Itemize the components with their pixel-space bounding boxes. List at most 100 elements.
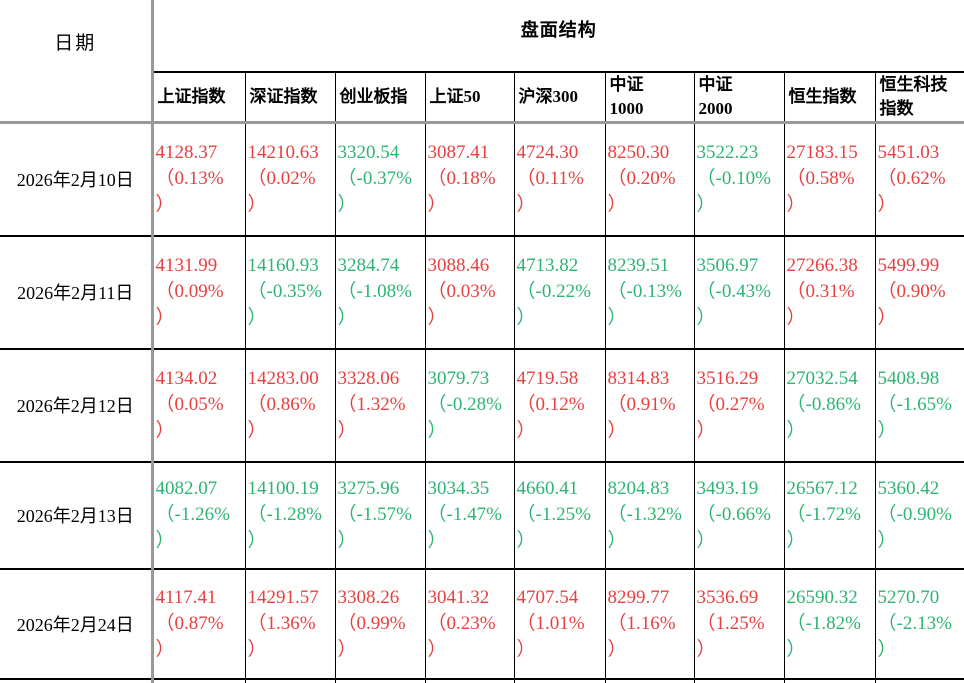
partial-cell: [604, 678, 695, 683]
index-cell: 4660.41 （-1.25% ）: [513, 461, 606, 570]
index-change-pct: （-0.22%: [516, 281, 591, 302]
index-change-pct: （1.32%: [337, 394, 406, 415]
index-change-pct: （0.58%: [786, 168, 855, 190]
column-header-sse50: 上证50: [424, 71, 515, 124]
index-change-pct: （-1.26%: [155, 504, 230, 525]
closing-paren: ）: [786, 638, 806, 660]
closing-paren: ）: [877, 420, 897, 441]
index-value: 26567.12: [786, 478, 858, 499]
index-value: 8239.51: [607, 255, 670, 276]
closing-paren: ）: [155, 638, 175, 660]
index-value: 8299.77: [607, 586, 670, 608]
index-change-pct: （0.99%: [337, 612, 406, 634]
index-cell: 4719.58 （0.12% ）: [513, 348, 606, 463]
index-change-pct: （-0.10%: [696, 168, 771, 190]
closing-paren: ）: [427, 638, 447, 660]
index-value: 3516.29: [696, 368, 759, 389]
index-change-pct: （0.03%: [427, 281, 496, 302]
index-value: 27266.38: [786, 255, 858, 276]
index-cell: 4082.07 （-1.26% ）: [151, 461, 246, 570]
index-value: 3308.26: [337, 586, 400, 608]
index-value: 8250.30: [607, 142, 670, 164]
closing-paren: ）: [337, 638, 357, 660]
index-cell: 3320.54 （-0.37% ）: [334, 122, 426, 237]
partial-cell: [513, 678, 606, 683]
index-value: 4134.02: [155, 368, 218, 389]
closing-paren: ）: [247, 638, 267, 660]
index-change-pct: （-1.28%: [247, 504, 322, 525]
closing-paren: ）: [155, 307, 175, 328]
closing-paren: ）: [427, 194, 447, 216]
index-cell: 3079.73 （-0.28% ）: [424, 348, 515, 463]
index-change-pct: （0.20%: [607, 168, 676, 190]
index-value: 3320.54: [337, 142, 400, 164]
index-cell: 8204.83 （-1.32% ）: [604, 461, 695, 570]
table-body: 2026年2月10日 4128.37 （0.13%） 14210.63 （0.02%） 3…: [0, 122, 964, 683]
closing-paren: ）: [247, 307, 267, 328]
index-change-pct: （0.87%: [155, 612, 224, 634]
closing-paren: ）: [427, 420, 447, 441]
closing-paren: ）: [696, 194, 716, 216]
closing-paren: ）: [337, 194, 357, 216]
index-cell: 8239.51 （-0.13% ）: [604, 235, 695, 350]
table-row: 2026年2月12日 4134.02 （0.05%） 14283.00 （0.86%） 3…: [0, 348, 964, 463]
closing-paren: ）: [247, 530, 267, 551]
closing-paren: ）: [337, 420, 357, 441]
partial-next-row: [0, 678, 964, 683]
index-change-pct: （-0.66%: [696, 504, 771, 525]
index-value: 4660.41: [516, 478, 579, 499]
closing-paren: ）: [786, 194, 806, 216]
closing-paren: ）: [607, 194, 627, 216]
index-change-pct: （0.09%: [155, 281, 224, 302]
index-value: 4719.58: [516, 368, 579, 389]
index-cell: 8314.83 （0.91% ）: [604, 348, 695, 463]
closing-paren: ）: [247, 420, 267, 441]
index-value: 14291.57: [247, 586, 319, 608]
closing-paren: ）: [696, 638, 716, 660]
index-value: 3493.19: [696, 478, 759, 499]
index-cell: 14283.00 （0.86% ）: [244, 348, 336, 463]
column-header-hang-seng-index: 恒生指数: [783, 71, 876, 124]
index-cell: 4713.82 （-0.22% ）: [513, 235, 606, 350]
partial-cell: [151, 678, 246, 683]
index-cell: 14100.19 （-1.28% ）: [244, 461, 336, 570]
index-value: 8204.83: [607, 478, 670, 499]
closing-paren: ）: [696, 420, 716, 441]
closing-paren: ）: [607, 530, 627, 551]
closing-paren: ）: [427, 530, 447, 551]
date-column-header: 日期: [0, 0, 154, 124]
index-cell: 3284.74 （-1.08% ）: [334, 235, 426, 350]
index-change-pct: （1.16%: [607, 612, 676, 634]
index-value: 4707.54: [516, 586, 579, 608]
index-change-pct: （-1.65%: [877, 394, 952, 415]
table-row: 2026年2月13日 4082.07 （-1.26% ） 14100.19 （-1.28%…: [0, 461, 964, 570]
index-cell: 5499.99 （0.90% ）: [874, 235, 964, 350]
index-value: 27032.54: [786, 368, 858, 389]
date-cell: 2026年2月11日: [0, 235, 154, 350]
index-change-pct: （1.01%: [516, 612, 585, 634]
index-cell: 27183.15 （0.58% ）: [783, 122, 876, 237]
closing-paren: ）: [607, 307, 627, 328]
index-change-pct: （0.91%: [607, 394, 676, 415]
index-value: 14283.00: [247, 368, 319, 389]
index-change-pct: （-0.37%: [337, 168, 412, 190]
index-change-pct: （1.25%: [696, 612, 765, 634]
date-cell: 2026年2月10日: [0, 122, 154, 237]
index-change-pct: （-0.13%: [607, 281, 682, 302]
date-cell: 2026年2月24日: [0, 568, 154, 680]
index-cell: 3506.97 （-0.43% ）: [693, 235, 785, 350]
index-cell: 3088.46 （0.03% ）: [424, 235, 515, 350]
index-value: 4117.41: [155, 586, 217, 608]
closing-paren: ）: [877, 638, 897, 660]
index-change-pct: （-1.25%: [516, 504, 591, 525]
partial-cell: [693, 678, 785, 683]
index-change-pct: （0.18%: [427, 168, 496, 190]
index-value: 4128.37: [155, 142, 218, 164]
index-change-pct: （0.11%: [516, 168, 584, 190]
index-change-pct: （0.13%: [155, 168, 224, 190]
closing-paren: ）: [516, 638, 536, 660]
index-cell: 27032.54 （-0.86% ）: [783, 348, 876, 463]
index-change-pct: （0.90%: [877, 281, 946, 302]
